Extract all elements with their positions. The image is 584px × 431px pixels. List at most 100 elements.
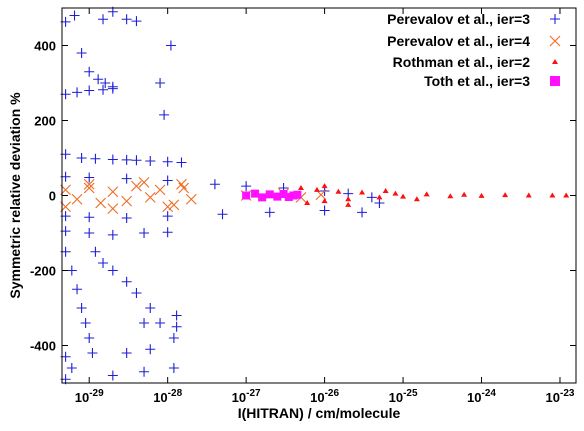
series-3-point bbox=[502, 192, 509, 198]
series-1-point bbox=[121, 348, 132, 358]
series-4 bbox=[242, 189, 302, 202]
series-2-point bbox=[168, 199, 180, 211]
series-1-point bbox=[319, 205, 330, 216]
series-1-point bbox=[98, 84, 109, 95]
series-1-point bbox=[165, 40, 176, 51]
series-1-point bbox=[76, 303, 87, 313]
series-1-point bbox=[66, 363, 77, 373]
series-1-point bbox=[121, 14, 132, 25]
series-3-point bbox=[563, 192, 570, 198]
series-4-point bbox=[284, 193, 293, 201]
series-4-point bbox=[279, 190, 288, 198]
series-3-point bbox=[525, 192, 532, 198]
series-4-point bbox=[251, 189, 260, 198]
series-1-point bbox=[72, 87, 83, 98]
series-1-point bbox=[84, 66, 95, 77]
series-1-point bbox=[162, 156, 173, 167]
series-2-point bbox=[121, 195, 133, 207]
x-tick-label: 10-24 bbox=[467, 388, 496, 405]
series-1-point bbox=[171, 321, 182, 332]
series-1-point bbox=[121, 154, 132, 165]
series-2-point bbox=[185, 193, 197, 205]
series-1-point bbox=[374, 198, 385, 208]
legend-marker bbox=[552, 59, 558, 64]
series-1-point bbox=[69, 10, 80, 21]
series-1-point bbox=[87, 348, 98, 358]
series-4-point bbox=[293, 190, 302, 199]
series-3-point bbox=[321, 183, 328, 189]
series-1-point bbox=[171, 310, 182, 321]
series-3-point bbox=[392, 190, 399, 196]
series-3-point bbox=[423, 191, 430, 197]
series-1-point bbox=[217, 209, 228, 220]
series-1-point bbox=[162, 227, 173, 238]
series-2-point bbox=[178, 182, 190, 194]
x-tick-label: 10-25 bbox=[389, 388, 418, 405]
x-axis-label: I(HITRAN) / cm/molecule bbox=[238, 405, 401, 421]
series-2-point bbox=[138, 176, 150, 188]
x-tick-label: 10-27 bbox=[232, 388, 261, 405]
series-1-point bbox=[90, 153, 101, 164]
series-1-point bbox=[107, 265, 118, 276]
y-tick-label: 400 bbox=[34, 39, 56, 54]
series-1-point bbox=[121, 213, 132, 223]
series-3-point bbox=[345, 201, 352, 207]
series-1-point bbox=[155, 318, 166, 328]
series-1-point bbox=[84, 212, 95, 223]
series-1-point bbox=[76, 153, 87, 163]
series-1-point bbox=[84, 85, 95, 96]
series-3-point bbox=[447, 193, 454, 199]
series-1-point bbox=[168, 333, 179, 343]
series-1-point bbox=[90, 246, 101, 257]
series-1-point bbox=[145, 344, 156, 355]
legend-marker bbox=[550, 76, 560, 86]
series-4-point bbox=[289, 191, 298, 200]
legend-label: Rothman et al., ier=2 bbox=[393, 54, 531, 70]
series-1-point bbox=[366, 192, 377, 203]
series-3-point bbox=[400, 193, 407, 199]
series-3-point bbox=[478, 192, 485, 198]
legend-marker bbox=[550, 14, 560, 24]
y-tick-label: 200 bbox=[34, 114, 56, 129]
series-1-point bbox=[98, 258, 109, 268]
series-3-point bbox=[382, 188, 389, 193]
y-tick-label: 0 bbox=[49, 189, 56, 204]
y-tick-label: -200 bbox=[30, 264, 56, 279]
series-2-point bbox=[95, 197, 107, 209]
series-4-point bbox=[242, 191, 251, 200]
series-3-point bbox=[304, 200, 311, 205]
series-1-point bbox=[139, 318, 150, 328]
series-2-point bbox=[154, 184, 166, 196]
series-1-point bbox=[107, 229, 118, 240]
series-3-point bbox=[376, 194, 383, 200]
series-3-point bbox=[549, 192, 556, 198]
legend: Perevalov et al., ier=3 Perevalov et al.,… bbox=[387, 11, 561, 89]
series-1-point bbox=[168, 363, 179, 373]
series-3-point bbox=[461, 191, 468, 197]
series-3-point bbox=[413, 196, 420, 202]
series-3-point bbox=[313, 186, 320, 192]
legend-label: Perevalov et al., ier=3 bbox=[387, 11, 530, 27]
x-tick-label: 10-28 bbox=[153, 388, 182, 405]
x-tick-label: 10-26 bbox=[310, 388, 339, 405]
series-1-point bbox=[93, 74, 104, 85]
series-1-point bbox=[98, 14, 109, 25]
y-axis-label: Symmetric relative deviation % bbox=[7, 92, 23, 299]
series-2-point bbox=[144, 191, 156, 203]
series-1-point bbox=[131, 155, 142, 166]
series-1-point bbox=[264, 207, 275, 218]
series-4-point bbox=[273, 192, 282, 201]
x-tick-label: 10-29 bbox=[75, 388, 104, 405]
x-tick-label: 10-23 bbox=[546, 388, 575, 405]
series-2-point bbox=[162, 201, 174, 213]
series-2-point bbox=[107, 203, 119, 215]
series-1-point bbox=[107, 154, 118, 165]
series-2-point bbox=[131, 180, 142, 192]
series-1-point bbox=[209, 179, 220, 190]
series-2-point bbox=[176, 178, 187, 190]
series-2-point bbox=[107, 186, 119, 198]
series-1-point bbox=[84, 333, 95, 343]
series-3-point bbox=[345, 196, 352, 202]
